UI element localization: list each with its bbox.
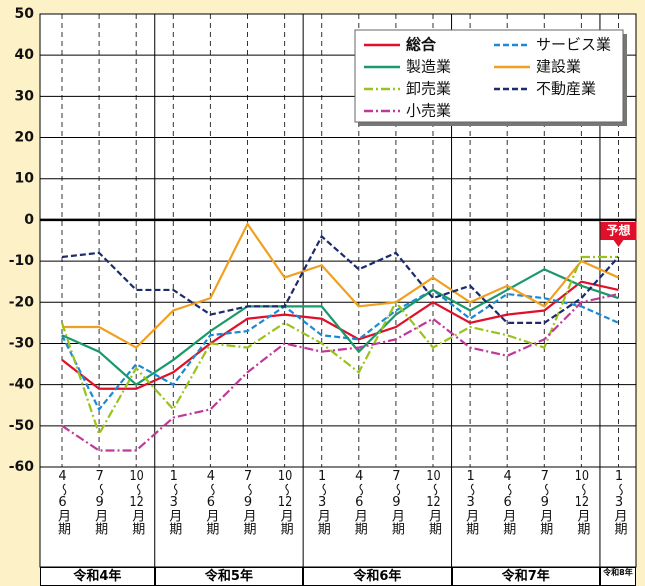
x-tick-label: 4〜6月期 — [351, 470, 367, 535]
annotation: 予想 — [606, 223, 630, 238]
x-tick-label: 10〜12月期 — [277, 470, 293, 535]
annotation-box — [600, 222, 637, 247]
legend-label: 小売業 — [406, 102, 451, 120]
x-tick-label: 7〜9月期 — [388, 470, 404, 535]
series-line — [61, 288, 619, 412]
y-tick-label: -10 — [9, 253, 35, 269]
series-line — [62, 221, 619, 349]
x-tick-label: 7〜9月期 — [240, 470, 256, 535]
x-tick-label: 1〜3月期 — [463, 470, 479, 535]
x-tick-label: 7〜9月期 — [537, 470, 553, 535]
y-tick-label: 40 — [15, 47, 35, 63]
y-tick-label: 10 — [15, 171, 35, 187]
y-tick-label: -40 — [9, 377, 35, 393]
legend-label: 建設業 — [536, 58, 581, 76]
legend-label: 製造業 — [406, 58, 451, 76]
y-tick-label: 20 — [15, 130, 35, 146]
legend-label: 総合 — [406, 36, 437, 54]
category-area — [39, 466, 637, 568]
y-tick-label: -20 — [9, 294, 35, 310]
legend-label: 不動産業 — [536, 80, 596, 98]
year-label: 令和5年 — [154, 567, 304, 586]
x-tick-label: 10〜12月期 — [426, 470, 441, 535]
y-tick-label: 50 — [15, 6, 35, 22]
x-tick-label: 7〜9月期 — [92, 470, 108, 535]
y-tick-label: -60 — [9, 459, 35, 475]
year-label: 令和4年 — [40, 567, 155, 586]
y-tick-label: -30 — [9, 335, 35, 351]
legend-label: 卸売業 — [406, 80, 451, 98]
x-tick-label: 10〜12月期 — [129, 470, 145, 535]
y-tick-label: 30 — [15, 88, 35, 104]
x-tick-label: 4〜6月期 — [500, 470, 516, 535]
series-line — [60, 255, 619, 437]
series-line — [61, 268, 619, 387]
x-tick-label: 4〜6月期 — [203, 470, 219, 535]
x-tick-label: 10〜12月期 — [574, 470, 590, 535]
series-line — [61, 292, 619, 452]
x-tick-label: 1〜3月期 — [314, 470, 330, 535]
x-tick-label: 1〜3月期 — [611, 470, 627, 535]
x-tick-label: 1〜3月期 — [166, 470, 182, 535]
x-tick-label: 4〜6月期 — [55, 470, 70, 535]
year-label: 令和8年 — [599, 567, 636, 586]
y-tick-label: 0 — [24, 212, 34, 228]
year-label: 令和6年 — [303, 567, 452, 586]
series-line — [61, 234, 620, 324]
legend-label: サービス業 — [536, 36, 611, 54]
y-tick-label: -50 — [9, 418, 35, 434]
year-label: 令和7年 — [451, 567, 600, 586]
